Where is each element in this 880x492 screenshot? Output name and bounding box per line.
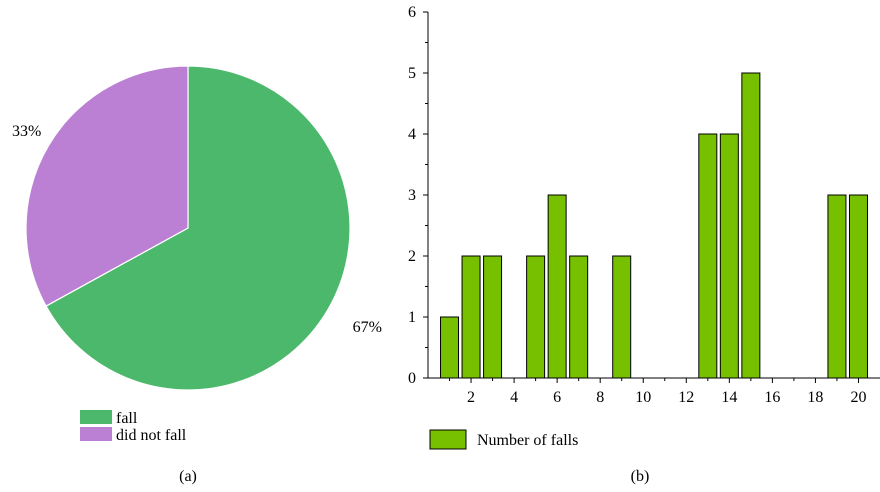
y-tick-label-5: 5 [408, 65, 416, 82]
pie-legend: fall did not fall [80, 410, 187, 444]
x-tick-label-8: 8 [596, 389, 604, 406]
y-axis: 0 1 2 3 4 5 6 [408, 4, 429, 387]
pie-slice-label-did-not-fall: 33% [12, 123, 41, 140]
bar-13 [698, 133, 718, 379]
x-axis: 2 4 6 8 10 12 14 16 18 20 [428, 377, 880, 406]
panel-b-caption: (b) [631, 468, 650, 485]
bar-5 [526, 255, 546, 379]
pie-slice-did-not-fall [25, 65, 189, 307]
bar-19 [827, 194, 847, 379]
bar-2 [461, 255, 481, 379]
pie-slice-label-fall: 67% [353, 319, 382, 336]
y-tick-label-3: 3 [408, 187, 416, 204]
x-tick-label-20: 20 [850, 389, 866, 406]
x-tick-label-10: 10 [635, 389, 651, 406]
y-tick-label-6: 6 [408, 4, 416, 21]
y-tick-label-1: 1 [408, 309, 416, 326]
bar-legend-swatch [429, 429, 467, 450]
x-tick-label-12: 12 [678, 389, 694, 406]
y-tick-label-2: 2 [408, 248, 416, 265]
pie-legend-swatch-did-not-fall [80, 427, 112, 441]
x-tick-label-2: 2 [467, 389, 475, 406]
bars [440, 72, 868, 379]
x-tick-label-16: 16 [764, 389, 780, 406]
x-tick-label-14: 14 [721, 389, 737, 406]
pie-legend-label-fall: fall [116, 410, 138, 427]
panel-a-caption: (a) [179, 468, 197, 485]
bar-legend-label: Number of falls [477, 432, 578, 449]
bar-14 [719, 133, 739, 379]
bar-6 [547, 194, 567, 379]
x-tick-label-4: 4 [510, 389, 518, 406]
pie-legend-label-did-not-fall: did not fall [116, 427, 187, 444]
y-tick-label-4: 4 [408, 126, 416, 143]
bar-7 [569, 255, 589, 379]
bar-20 [848, 194, 868, 379]
pie-slice-fall [45, 65, 351, 391]
x-tick-label-6: 6 [553, 389, 561, 406]
bar-15 [741, 72, 761, 379]
y-tick-label-0: 0 [408, 370, 416, 387]
x-tick-label-18: 18 [807, 389, 823, 406]
bar-9 [612, 255, 632, 379]
bar-3 [483, 255, 503, 379]
pie-chart: 67% 33% fall did not fall (a) [12, 65, 382, 485]
pie-slices [25, 65, 351, 391]
bar-1 [440, 316, 460, 379]
pie-legend-swatch-fall [80, 410, 112, 424]
bar-legend: Number of falls [429, 429, 578, 450]
